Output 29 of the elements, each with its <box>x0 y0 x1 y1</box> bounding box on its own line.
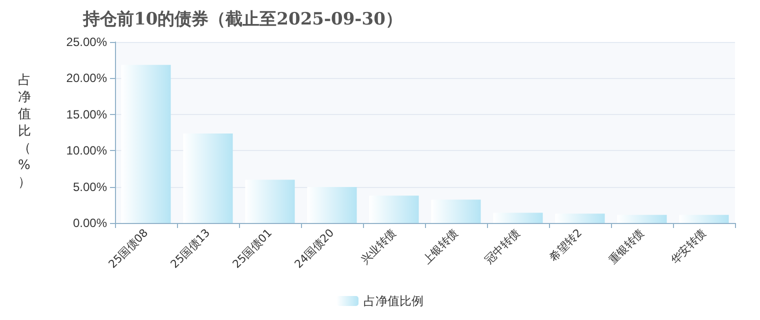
bar <box>555 214 605 223</box>
x-tick-label: 25国债01 <box>230 226 275 271</box>
bar <box>369 196 419 223</box>
y-tick-label: 20.00% <box>66 71 108 86</box>
bar <box>617 214 667 223</box>
y-tick-label: 25.00% <box>66 35 108 49</box>
y-axis-title: 占净值比（%） <box>18 73 31 190</box>
x-tick-label: 希望转2 <box>547 226 585 264</box>
y-tick-label: 15.00% <box>66 107 108 122</box>
x-tick-label: 华安转债 <box>668 226 709 267</box>
x-tick-label: 25国债08 <box>106 226 151 271</box>
x-tick-label: 24国债20 <box>292 226 337 271</box>
x-tick-label: 重银转债 <box>606 226 647 267</box>
x-tick-label: 25国债13 <box>168 226 213 271</box>
chart-title: 持仓前10的债券（截止至2025-09-30） <box>82 10 402 30</box>
bar <box>307 187 357 223</box>
x-tick-label: 上银转债 <box>420 226 461 267</box>
x-tick-label: 冠中转债 <box>482 226 523 267</box>
bar <box>679 214 729 223</box>
x-tick-label: 兴业转债 <box>358 226 399 267</box>
bar <box>121 64 171 223</box>
y-tick-label: 10.00% <box>66 144 108 158</box>
bar <box>493 212 543 223</box>
y-tick-label: 5.00% <box>72 180 108 194</box>
legend-label: 占净值比例 <box>364 294 424 308</box>
bar <box>431 200 481 223</box>
y-tick-label: 0.00% <box>72 216 108 230</box>
bar <box>245 180 295 223</box>
bar <box>183 134 233 223</box>
